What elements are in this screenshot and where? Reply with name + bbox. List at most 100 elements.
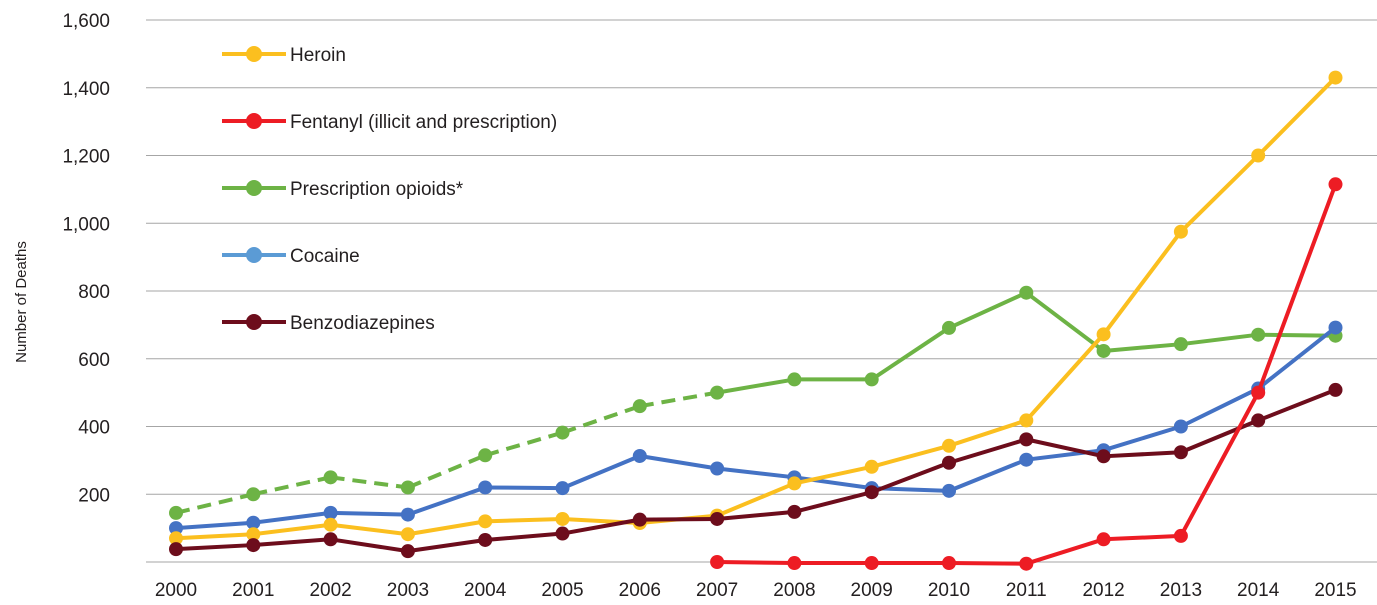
data-point [710, 461, 725, 476]
data-point [1328, 320, 1343, 335]
series-prescription [169, 285, 1343, 520]
data-point [942, 320, 956, 335]
series-line-segment [947, 561, 1029, 566]
x-tick-label: 2007 [696, 580, 738, 601]
legend-label: Benzodiazepines [290, 313, 435, 334]
legend-item: Heroin [222, 45, 346, 66]
x-tick-label: 2012 [1082, 580, 1124, 601]
data-point [632, 448, 647, 463]
data-point [478, 480, 493, 495]
series-line-segment [483, 516, 565, 524]
data-point [1096, 327, 1111, 342]
series-line-segment [174, 520, 256, 531]
data-point [1019, 432, 1034, 447]
y-tick-label: 400 [78, 418, 110, 439]
data-point [323, 532, 338, 547]
series-line-segment [715, 377, 797, 395]
series-line-segment [1101, 229, 1183, 337]
data-point [400, 527, 415, 542]
data-point [710, 385, 725, 400]
data-point [555, 425, 570, 440]
y-tick-label: 600 [78, 350, 110, 371]
x-tick-label: 2011 [1006, 580, 1047, 601]
series-line-segment [637, 516, 720, 522]
series-line-segment [1256, 182, 1338, 395]
series-line-segment [1101, 533, 1183, 542]
data-point [942, 455, 956, 470]
data-point [400, 507, 415, 522]
data-point [1173, 419, 1188, 434]
data-point [1251, 148, 1266, 163]
y-tick-label: 1,000 [62, 214, 110, 235]
data-series [169, 70, 1343, 571]
series-line-segment [175, 492, 254, 515]
data-point [555, 511, 570, 526]
series-line-segment [1101, 424, 1183, 453]
series-line-segment [1178, 332, 1261, 347]
series-line-segment [561, 404, 641, 435]
legend-label: Prescription opioids* [290, 179, 464, 200]
y-tick-label: 1,400 [62, 79, 110, 100]
series-line-segment [328, 522, 410, 537]
series-line-segment [483, 485, 565, 491]
series-line-segment [947, 418, 1029, 448]
series-line-segment [637, 453, 720, 471]
series-line-segment [1178, 418, 1261, 455]
series-line-segment [328, 510, 410, 517]
series-line-segment [407, 453, 486, 490]
series-line-segment [639, 390, 718, 409]
data-point [555, 481, 570, 496]
data-point [1328, 177, 1343, 192]
data-point [246, 515, 261, 530]
series-line-segment [251, 537, 333, 548]
series-line-segment [1024, 537, 1106, 566]
data-point [1096, 532, 1111, 547]
legend-swatch-marker [246, 113, 262, 129]
data-point [1328, 382, 1343, 397]
data-point [555, 526, 570, 541]
data-point [169, 505, 183, 520]
series-line-segment [869, 443, 951, 469]
series-line-segment [1178, 153, 1261, 234]
data-point [942, 556, 956, 571]
data-point [864, 556, 879, 571]
data-point [864, 459, 879, 474]
series-line-segment [869, 460, 951, 495]
data-point [323, 470, 338, 485]
data-point [323, 517, 338, 532]
data-point [787, 372, 802, 387]
data-point [1096, 343, 1111, 358]
x-tick-label: 2009 [851, 580, 893, 601]
series-line-segment [1101, 450, 1183, 459]
series-line-segment [715, 509, 797, 521]
y-axis-title: Number of Deaths [13, 241, 30, 363]
series-line-segment [715, 481, 797, 518]
series-line-segment [251, 510, 333, 525]
legend: Heroin Fentanyl (illicit and prescription… [222, 45, 557, 334]
data-point [246, 487, 261, 502]
x-tick-label: 2006 [619, 580, 661, 601]
series-line-segment [947, 290, 1029, 330]
data-point [942, 438, 956, 453]
y-axis-tick-labels: 200 400 600 800 1,000 1,200 1,400 1,600 [62, 11, 110, 506]
data-point [942, 483, 956, 498]
series-line-segment [869, 325, 951, 382]
legend-swatch-marker [246, 46, 262, 62]
data-point [246, 527, 261, 542]
legend-swatch-marker [246, 180, 262, 196]
x-tick-label: 2004 [464, 580, 507, 601]
data-point [400, 544, 415, 559]
series-line-segment [1178, 386, 1261, 429]
series-line-segment [174, 543, 256, 552]
data-point [1328, 70, 1343, 85]
series-line-segment [1256, 387, 1338, 423]
x-tick-label: 2010 [928, 580, 970, 601]
series-line-segment [484, 430, 564, 458]
legend-item: Prescription opioids* [222, 179, 464, 200]
data-point [710, 555, 725, 569]
data-point [1096, 449, 1111, 464]
series-line-segment [1024, 437, 1106, 459]
data-point [246, 538, 261, 553]
x-tick-label: 2003 [387, 580, 429, 601]
